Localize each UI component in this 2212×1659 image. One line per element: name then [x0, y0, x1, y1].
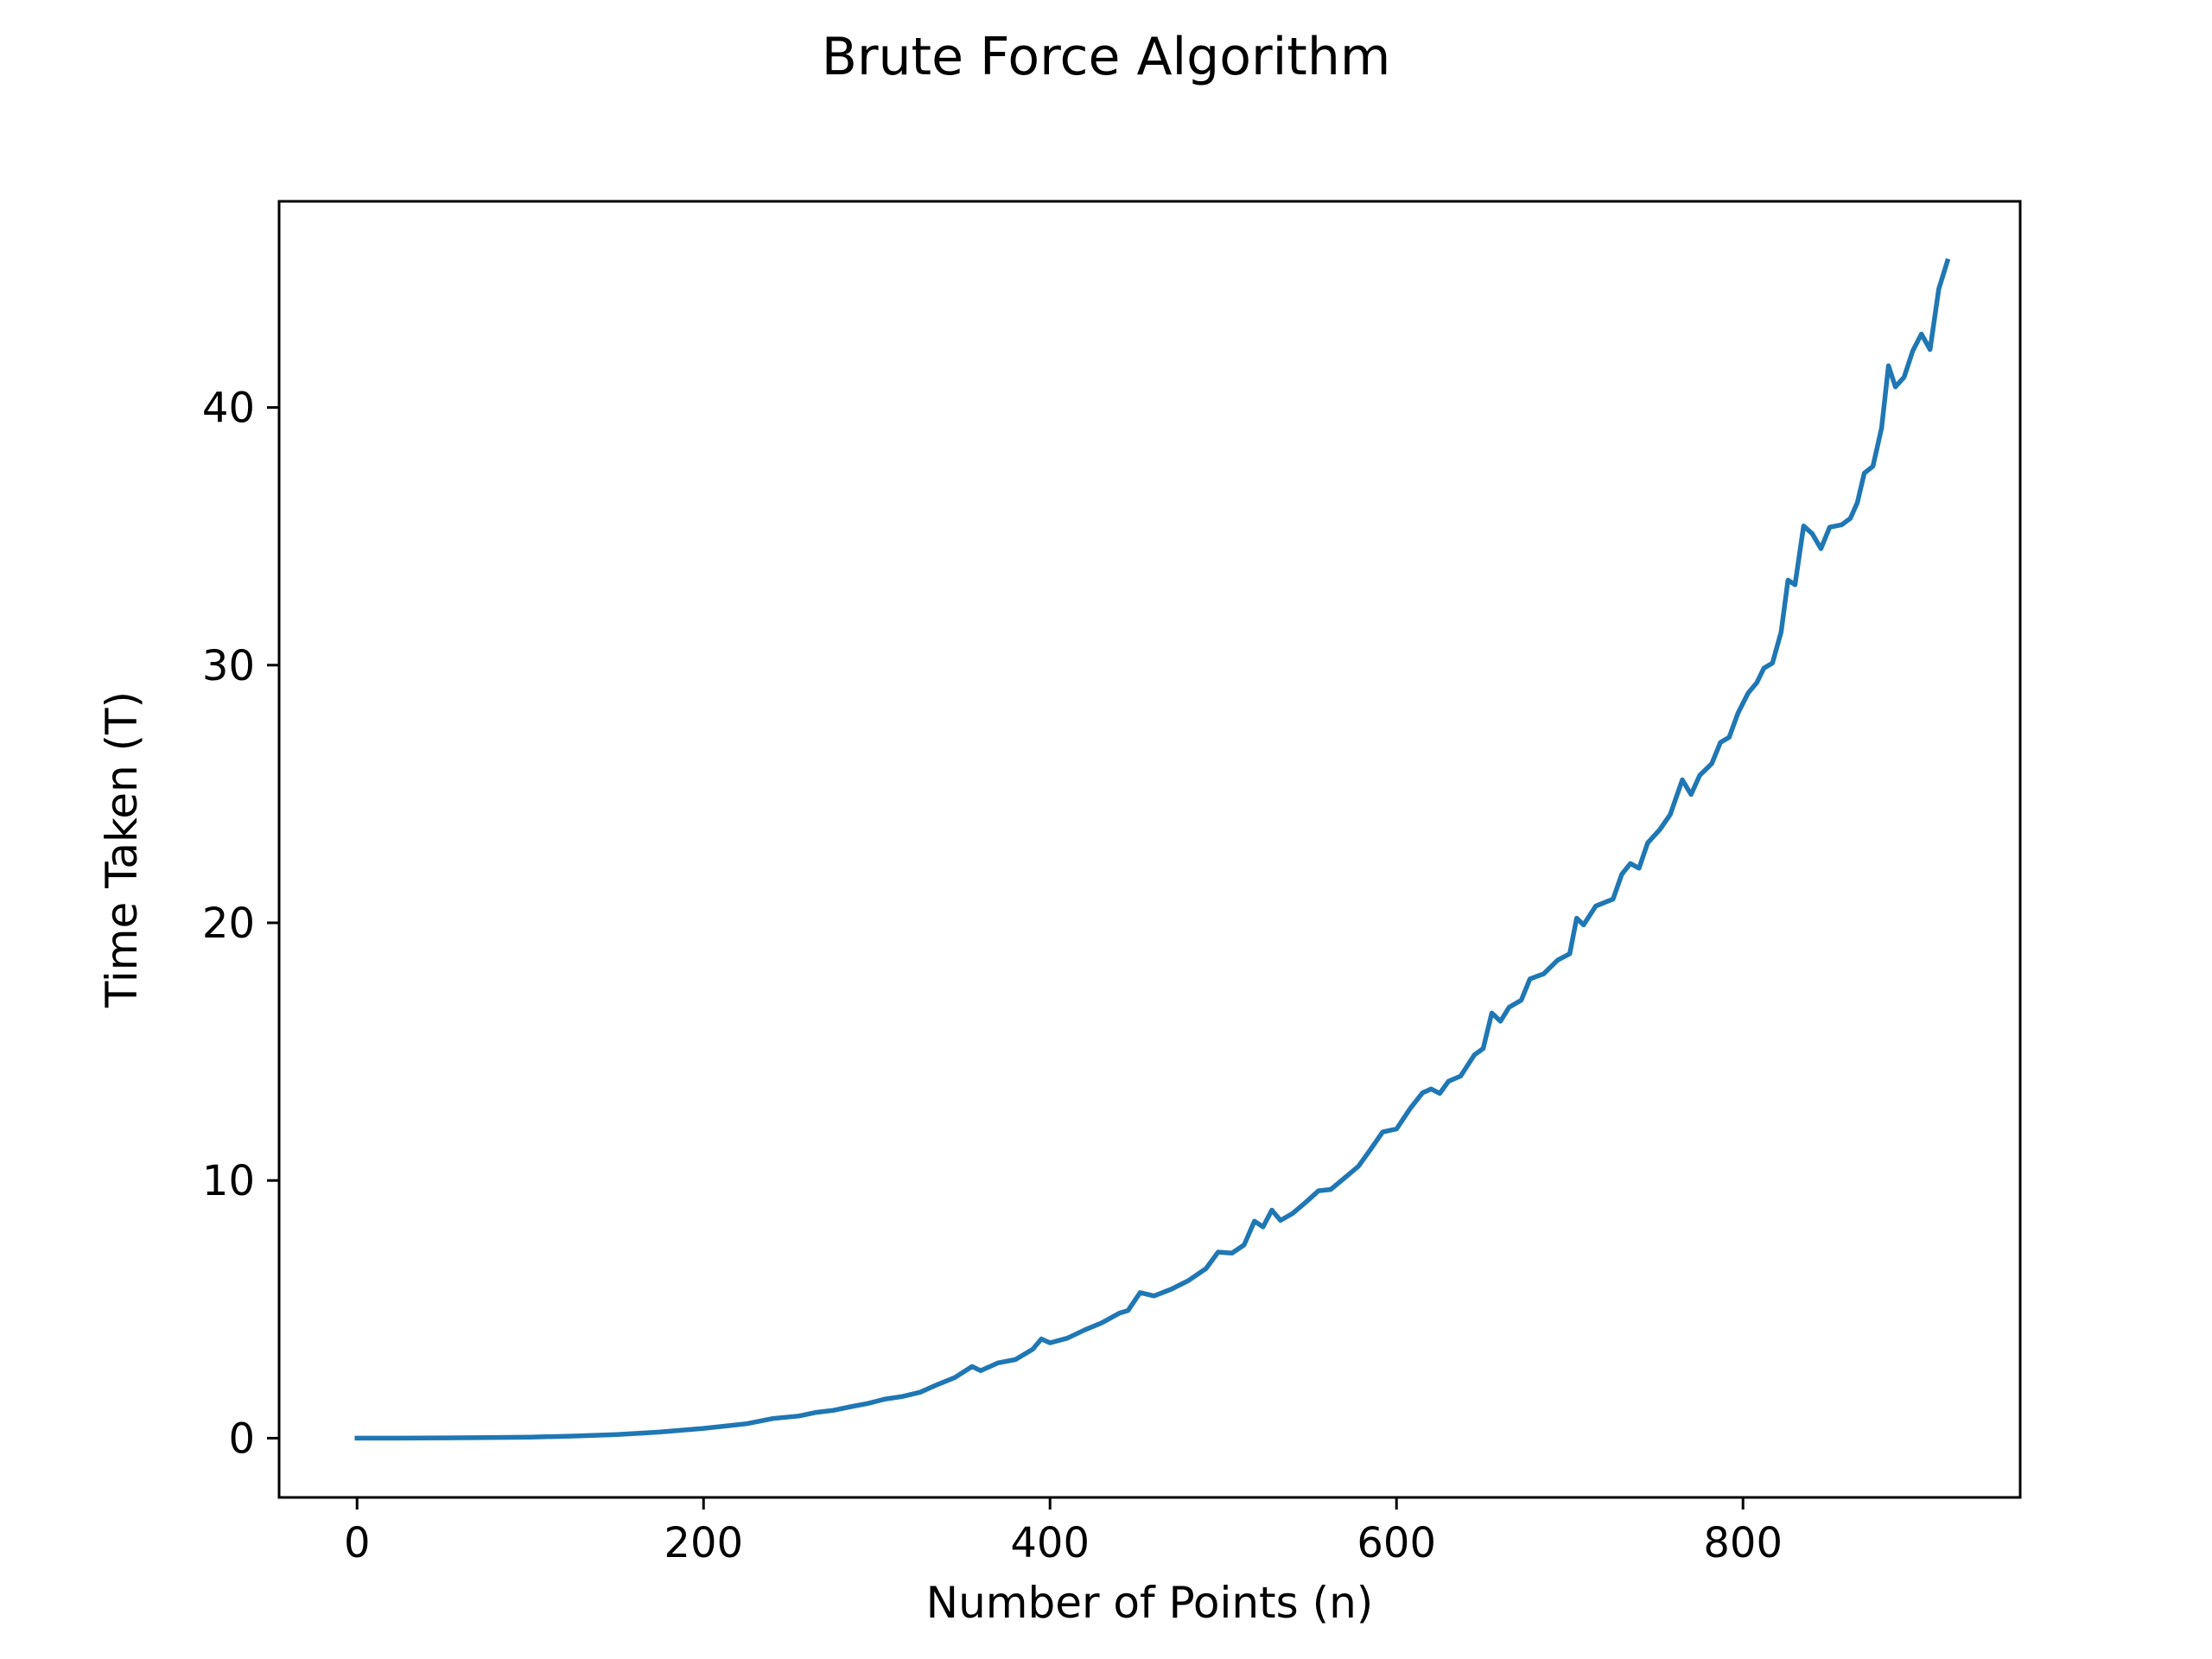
series-line [354, 257, 1951, 1441]
axes-frame [277, 200, 2022, 1499]
y-tick-label: 10 [202, 1157, 255, 1205]
y-axis-label: Time Taken (T) [97, 691, 147, 1008]
y-tick-label: 0 [228, 1414, 255, 1463]
y-tick-label: 30 [202, 642, 255, 690]
x-axis: 0 200 400 600 800 [344, 1497, 1783, 1567]
x-axis-label: Number of Points (n) [926, 1578, 1374, 1628]
chart-title: Brute Force Algorithm [822, 27, 1391, 87]
x-tick-label: 800 [1703, 1519, 1783, 1567]
y-tick-label: 40 [202, 385, 255, 433]
x-tick-label: 200 [664, 1519, 743, 1567]
x-tick-label: 400 [1010, 1519, 1090, 1567]
x-tick-label: 600 [1357, 1519, 1436, 1567]
y-tick-label: 20 [202, 899, 255, 948]
plot-area [277, 200, 2022, 1499]
y-axis: 0 10 20 30 40 [202, 385, 279, 1463]
x-tick-label: 0 [344, 1519, 371, 1567]
